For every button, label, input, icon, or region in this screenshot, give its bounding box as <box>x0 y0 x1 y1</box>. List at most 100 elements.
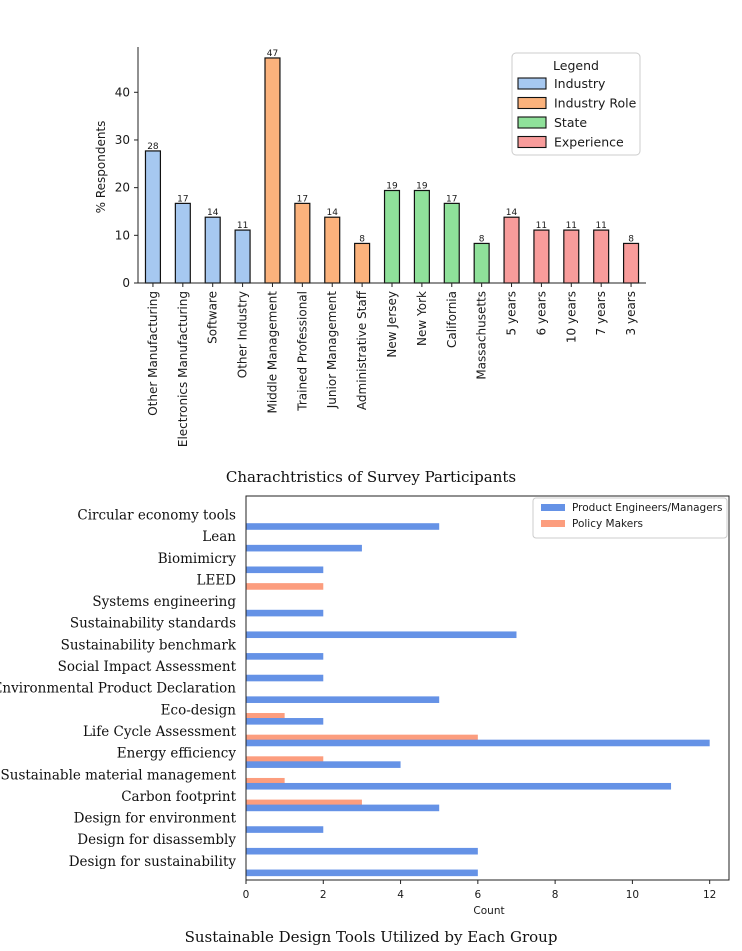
x-tick-label: Junior Management <box>325 291 339 410</box>
bar-engineers-eco-design <box>246 718 324 725</box>
bar-policy-life-cycle-assessment <box>246 734 478 742</box>
bar-middle-management <box>264 57 281 284</box>
x-tick-label: California <box>445 291 459 348</box>
legend-swatch-policy-makers <box>541 520 565 527</box>
data-label: 17 <box>297 194 308 204</box>
bar-junior-management <box>324 216 341 284</box>
design-tools-chart: Circular economy tools Lean Biomimicry LEED… <box>0 495 730 946</box>
legend-label-experience: Experience <box>554 135 624 150</box>
x-tick-label: New York <box>415 291 429 346</box>
data-label: 8 <box>359 234 365 244</box>
bar-10-years <box>563 229 580 284</box>
y-tick-label: 10 <box>115 228 130 242</box>
bar-trained-professional <box>294 202 311 284</box>
y-tick-label: Energy efficiency <box>117 746 237 762</box>
bar-engineers-environmental-product-declaration <box>246 696 440 703</box>
y-tick-label: Sustainable material management <box>1 767 237 783</box>
x-tick-label: Software <box>206 291 220 344</box>
y-tick-label: Biomimicry <box>158 551 237 567</box>
bar-engineers-sustainability-benchmark <box>246 653 324 660</box>
data-label: 11 <box>595 221 606 231</box>
respondent-characteristics-chart: 28 17 14 11 47 17 14 8 19 19 17 8 14 11 11 11 8 Other Ma… <box>94 47 646 486</box>
bar-policy-leed <box>246 583 324 590</box>
x-tick-label: Middle Management <box>265 291 279 414</box>
bar-policy-energy-efficiency <box>246 756 324 763</box>
bar-california <box>443 202 460 284</box>
data-label: 17 <box>177 194 188 204</box>
legend-swatch-industry-role <box>517 96 547 110</box>
data-label: 11 <box>237 221 248 231</box>
bar-other-industry <box>234 229 251 284</box>
legend-swatch-industry <box>517 77 547 90</box>
y-tick-label: 20 <box>115 181 130 195</box>
legend: Legend Industry Industry Role State Experie… <box>511 52 641 156</box>
legend-label-product-engineers-managers: Product Engineers/Managers <box>572 502 722 514</box>
bar-5-years <box>503 216 520 284</box>
bar-policy-carbon-footprint <box>246 799 362 807</box>
bar-policy-eco-design <box>246 713 285 720</box>
legend-label-state: State <box>554 115 587 130</box>
data-label: 14 <box>327 208 339 218</box>
y-tick-label: Environmental Product Declaration <box>0 681 236 697</box>
y-tick-label: Carbon footprint <box>121 789 236 805</box>
y-tick-label: Lean <box>202 529 236 545</box>
y-tick-label: Eco-design <box>161 702 237 718</box>
y-tick-label: Sustainability standards <box>70 616 236 632</box>
chart-caption: Charachtristics of Survey Participants <box>226 468 516 486</box>
data-label: 19 <box>416 182 428 192</box>
data-label: 11 <box>566 221 577 231</box>
data-label: 8 <box>479 234 485 244</box>
bar-engineers-carbon-footprint <box>246 804 440 812</box>
y-tick-label: Circular economy tools <box>77 508 236 524</box>
chart-caption: Sustainable Design Tools Utilized by Eac… <box>185 928 558 946</box>
bar-engineers-energy-efficiency <box>246 761 401 768</box>
legend-label-policy-makers: Policy Makers <box>572 518 643 530</box>
legend-swatch-product-engineers-managers <box>541 504 565 511</box>
data-label: 14 <box>207 208 219 218</box>
data-label: 47 <box>267 49 278 59</box>
bar-engineers-social-impact-assessment <box>246 674 324 682</box>
legend: Product Engineers/Managers Policy Makers <box>532 497 728 539</box>
x-tick-label: 5 years <box>505 291 519 335</box>
y-tick-label: Social Impact Assessment <box>58 659 237 675</box>
legend-label-industry: Industry <box>554 76 606 91</box>
bar-engineers-circular-economy-tools <box>246 523 440 530</box>
bar-engineers-design-for-sustainability <box>246 869 478 877</box>
x-tick-label: 10 <box>626 889 639 901</box>
bar-6-years <box>533 229 550 284</box>
data-label: 28 <box>147 142 159 152</box>
y-tick-label: Design for disassembly <box>77 832 236 848</box>
legend-label-industry-role: Industry Role <box>554 96 637 111</box>
x-tick-label: Trained Professional <box>295 291 309 412</box>
x-tick-label: Electronics Manufacturing <box>176 291 190 447</box>
x-tick-label: 6 years <box>534 291 548 335</box>
x-tick-label: Administrative Staff <box>355 290 369 410</box>
bar-engineers-design-for-environment <box>246 826 324 833</box>
data-label: 14 <box>506 208 518 218</box>
x-tick-label: 10 years <box>564 291 578 343</box>
bar-engineers-design-for-disassembly <box>246 847 478 855</box>
bar-other-manufacturing <box>144 150 162 284</box>
bar-engineers-systems-engineering <box>246 609 324 617</box>
bar-7-years <box>593 229 610 284</box>
bar-massachusetts <box>473 242 490 284</box>
legend-swatch-experience <box>517 135 547 149</box>
y-tick-label: 0 <box>122 276 130 290</box>
x-tick-label: Other Industry <box>236 291 250 378</box>
y-tick-label: Design for sustainability <box>69 854 237 870</box>
x-tick-label: 12 <box>703 889 716 901</box>
y-axis-label: % Respondents <box>94 121 108 214</box>
x-tick-label: 2 <box>320 889 327 901</box>
data-label: 8 <box>628 234 634 244</box>
bar-software <box>204 216 221 284</box>
y-tick-label: 40 <box>115 85 130 99</box>
bar-3-years <box>622 242 640 284</box>
data-label: 19 <box>386 182 398 192</box>
y-tick-label: Sustainability benchmark <box>61 637 237 653</box>
x-tick-label: Other Manufacturing <box>146 291 160 416</box>
x-tick-label: 0 <box>243 889 250 901</box>
plot-frame <box>245 495 730 881</box>
x-tick-label: 3 years <box>624 291 638 335</box>
x-axis-label: Count <box>473 905 504 917</box>
data-label: 17 <box>446 194 457 204</box>
